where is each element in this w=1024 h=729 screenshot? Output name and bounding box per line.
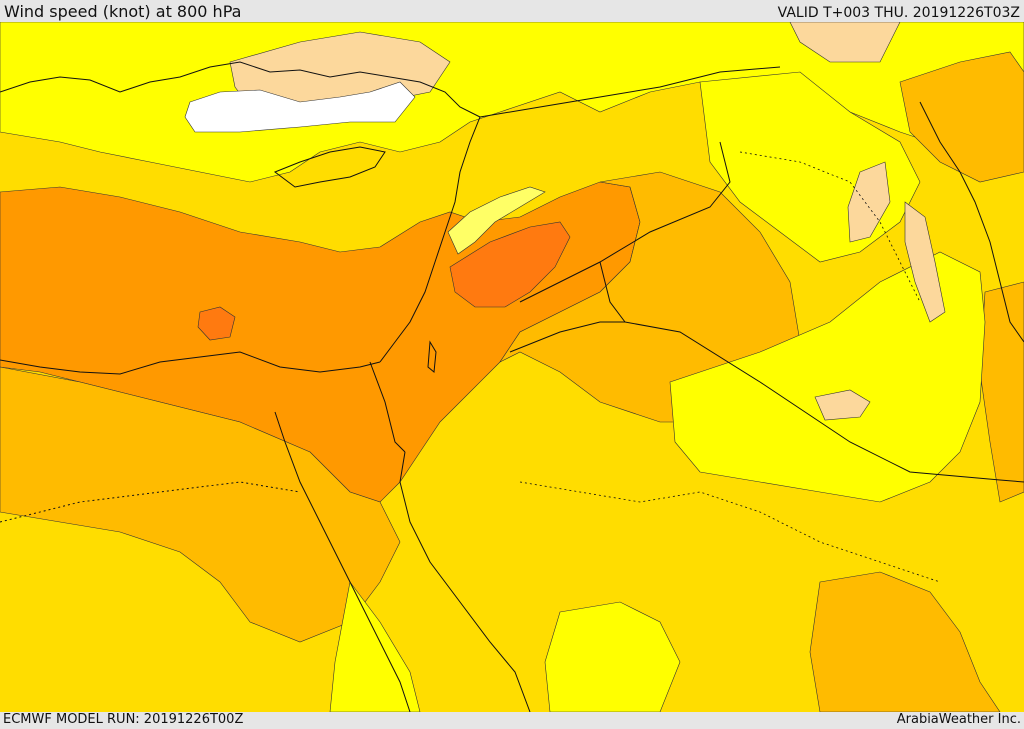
field-dark-orange-core: [449, 221, 571, 308]
field-yellow-sinai: [329, 581, 421, 712]
border-jordan-saudi: [509, 321, 1024, 483]
field-amber-ne: [899, 51, 1024, 183]
title-bar: Wind speed (knot) at 800 hPa VALID T+003…: [0, 0, 1024, 22]
footer-bar: ECMWF MODEL RUN: 20191226T00Z ArabiaWeat…: [0, 712, 1024, 729]
field-amber-south-east: [809, 571, 1001, 712]
border-jordan-iraq: [519, 141, 731, 303]
wind-speed-map[interactable]: [0, 22, 1024, 712]
field-peach-east: [847, 161, 891, 243]
coastline-redsea-west: [274, 411, 411, 712]
field-yellow-sa: [544, 601, 681, 712]
border-iraq-interior: [739, 151, 921, 303]
coastline-turkey: [0, 61, 481, 118]
map-title: Wind speed (knot) at 800 hPa: [4, 2, 242, 21]
field-peach-se: [814, 389, 871, 421]
coastline-aqaba: [369, 361, 406, 453]
field-peach-ne: [789, 22, 901, 63]
border-saudi-interior: [519, 481, 941, 583]
field-dark-orange-spot: [197, 306, 236, 341]
field-pale-yellow-jet: [447, 186, 546, 255]
field-white-north: [184, 81, 416, 133]
valid-time: VALID T+003 THU. 20191226T03Z: [777, 5, 1020, 21]
coastline-gulf: [919, 101, 1024, 343]
border-syria-iraq: [479, 66, 781, 118]
field-peach-east2: [904, 201, 946, 323]
field-yellow-arabia: [669, 251, 986, 503]
coastline-levant: [379, 116, 481, 363]
coastline-redsea-east: [399, 451, 531, 712]
field-amber-east: [499, 171, 801, 423]
coastline-deadsea: [427, 340, 437, 373]
map-svg: [0, 22, 1024, 712]
coastline-cyprus: [273, 146, 386, 188]
border-jordan-sinai: [599, 261, 626, 323]
coastline-egypt: [0, 351, 381, 375]
credit: ArabiaWeather Inc.: [896, 712, 1021, 727]
model-run: ECMWF MODEL RUN: 20191226T00Z: [3, 712, 244, 727]
